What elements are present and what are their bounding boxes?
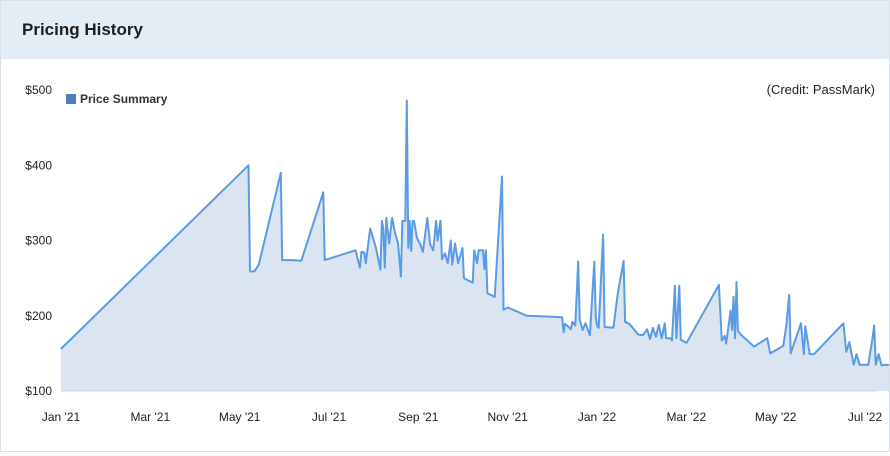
y-tick-label: $200 [25,309,52,323]
page-title: Pricing History [22,20,143,39]
x-tick-label: Nov '21 [488,410,529,424]
legend-swatch [66,94,76,104]
x-tick-label: Jul '22 [848,410,883,424]
x-axis-ticks: Jan '21 Mar '21 May '21 Jul '21 Sep '21 Nov '… [42,410,883,424]
y-tick-label: $300 [25,234,52,248]
x-tick-label: May '22 [755,410,797,424]
price-series-line[interactable] [60,99,890,367]
x-tick-label: Mar '22 [667,410,707,424]
chart-area: $100 $200 $300 $400 $500 Jan '21 Mar '21 May '… [1,60,890,451]
x-tick-label: Jan '21 [42,410,81,424]
pricing-history-chart: $100 $200 $300 $400 $500 Jan '21 Mar '21 May '… [25,82,890,424]
x-tick-label: Jul '21 [312,410,347,424]
y-tick-label: $100 [25,384,52,398]
x-tick-label: May '21 [219,410,261,424]
x-tick-label: Mar '21 [131,410,171,424]
price-area-fill [61,100,890,391]
legend[interactable]: Price Summary [66,92,168,106]
y-tick-label: $500 [25,83,52,97]
x-tick-label: Jan '22 [578,410,617,424]
y-tick-label: $400 [25,158,52,172]
credit-text: (Credit: PassMark) [767,82,875,97]
x-tick-label: Sep '21 [398,410,439,424]
y-axis-ticks: $100 $200 $300 $400 $500 [25,83,52,398]
legend-label: Price Summary [80,92,168,106]
panel-header: Pricing History [1,1,889,59]
